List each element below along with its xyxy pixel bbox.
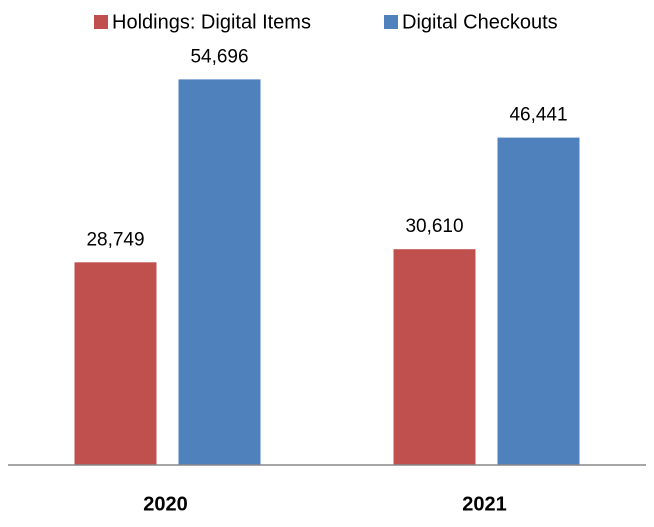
legend-swatch: [384, 15, 398, 29]
data-label: 54,696: [190, 46, 248, 67]
legend-label: Holdings: Digital Items: [112, 11, 311, 33]
bar: [178, 79, 261, 466]
data-label: 28,749: [86, 229, 144, 250]
legend-swatch: [94, 15, 108, 29]
legend-label: Digital Checkouts: [402, 11, 558, 33]
bar: [497, 137, 580, 465]
x-tick-label: 2020: [143, 493, 188, 515]
data-label: 46,441: [509, 105, 567, 126]
bar: [74, 262, 157, 465]
bar: [393, 249, 476, 465]
x-tick-label: 2021: [462, 493, 507, 515]
data-label: 30,610: [405, 216, 463, 237]
